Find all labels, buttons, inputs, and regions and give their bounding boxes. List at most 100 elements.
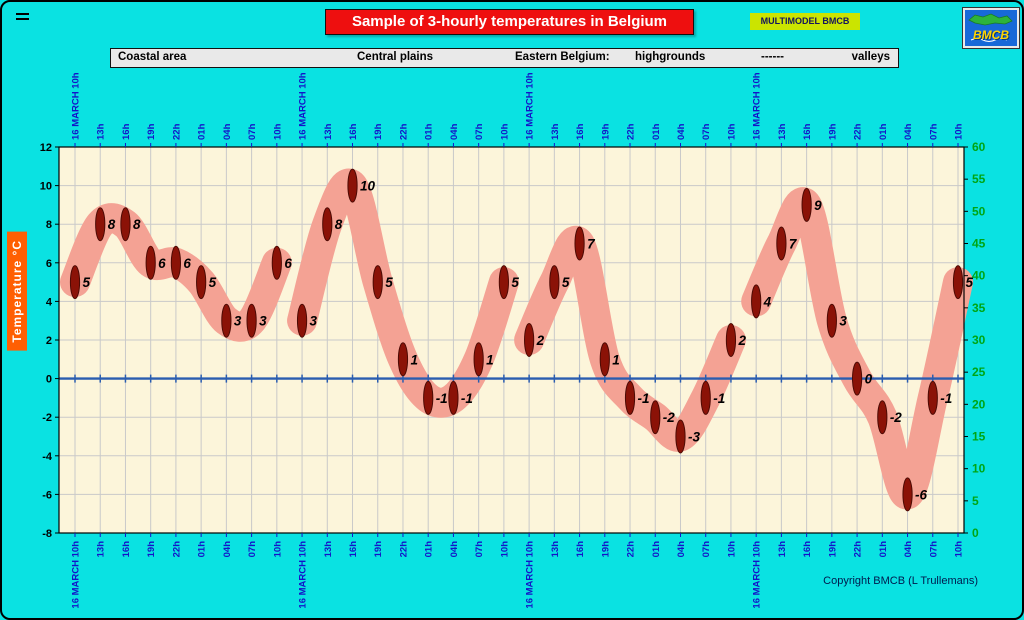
svg-text:2: 2 — [46, 335, 52, 347]
svg-text:16h: 16h — [121, 541, 132, 558]
svg-text:16 MARCH 10h: 16 MARCH 10h — [71, 72, 82, 140]
svg-text:01h: 01h — [878, 123, 889, 140]
temp-marker — [322, 207, 333, 242]
svg-text:19h: 19h — [373, 123, 384, 140]
temp-marker — [524, 323, 535, 357]
logo-map-icon — [968, 13, 1013, 42]
svg-text:60: 60 — [972, 140, 986, 154]
svg-text:04h: 04h — [676, 541, 687, 558]
value-label: -2 — [663, 410, 675, 425]
value-label: 6 — [183, 256, 191, 271]
svg-text:13h: 13h — [323, 123, 334, 140]
svg-text:25: 25 — [972, 365, 986, 379]
svg-text:16 MARCH 10h: 16 MARCH 10h — [752, 72, 763, 140]
svg-text:0: 0 — [46, 374, 52, 386]
svg-text:01h: 01h — [878, 541, 889, 558]
svg-text:30: 30 — [972, 333, 986, 347]
svg-text:16 MARCH 10h: 16 MARCH 10h — [525, 541, 536, 609]
temp-marker — [498, 265, 509, 300]
value-label: 2 — [536, 333, 545, 348]
svg-text:01h: 01h — [424, 541, 435, 558]
svg-text:13h: 13h — [550, 123, 561, 140]
value-label: 1 — [410, 352, 418, 367]
svg-text:16h: 16h — [575, 123, 586, 140]
value-label: 5 — [83, 275, 91, 290]
svg-text:16h: 16h — [348, 123, 359, 140]
svg-text:04h: 04h — [449, 123, 460, 140]
svg-text:10h: 10h — [499, 123, 510, 140]
svg-text:10h: 10h — [499, 541, 510, 558]
legend-eastern-belgium: Eastern Belgium: — [515, 51, 610, 63]
temp-marker — [877, 400, 888, 435]
value-label: 5 — [385, 275, 393, 290]
svg-text:10: 10 — [972, 462, 986, 476]
svg-text:04h: 04h — [676, 123, 687, 140]
svg-text:07h: 07h — [247, 123, 258, 140]
svg-text:04h: 04h — [903, 541, 914, 558]
value-label: 6 — [284, 256, 292, 271]
value-label: 8 — [335, 217, 343, 232]
svg-text:20: 20 — [972, 397, 986, 411]
value-label: -6 — [915, 487, 927, 502]
value-labels: 5 8 8 6 6 5 3 3 6 3 8 10 5 1 -1 -1 1 5 2 5 7 1 -1 -2 -3 -1 2 4 7 9 3 0 -… — [83, 179, 974, 503]
svg-text:16 MARCH 10h: 16 MARCH 10h — [298, 541, 309, 609]
value-label: 0 — [865, 372, 873, 387]
svg-text:4: 4 — [46, 296, 53, 308]
svg-text:07h: 07h — [247, 541, 258, 558]
svg-text:16 MARCH 10h: 16 MARCH 10h — [752, 541, 763, 609]
svg-text:10h: 10h — [272, 123, 283, 140]
svg-text:01h: 01h — [424, 123, 435, 140]
svg-text:01h: 01h — [197, 123, 208, 140]
svg-text:8: 8 — [46, 219, 52, 231]
temp-marker — [397, 342, 409, 377]
svg-text:0: 0 — [972, 526, 979, 540]
svg-text:50: 50 — [972, 204, 986, 218]
svg-text:22h: 22h — [853, 123, 864, 140]
y-axis-title: Temperature °C — [7, 232, 27, 351]
svg-text:16 MARCH 10h: 16 MARCH 10h — [71, 541, 82, 609]
svg-text:19h: 19h — [146, 541, 157, 558]
svg-text:04h: 04h — [222, 123, 233, 140]
svg-text:07h: 07h — [928, 541, 939, 558]
value-label: 5 — [209, 275, 217, 290]
svg-text:19h: 19h — [827, 123, 838, 140]
svg-text:16h: 16h — [121, 123, 132, 140]
svg-text:13h: 13h — [777, 123, 788, 140]
value-label: 3 — [259, 314, 267, 329]
svg-text:15: 15 — [972, 430, 986, 444]
svg-text:6: 6 — [46, 258, 52, 270]
value-label: 1 — [612, 352, 620, 367]
legend-valleys: valleys — [851, 51, 890, 63]
svg-text:07h: 07h — [474, 123, 485, 140]
value-label: -1 — [713, 391, 725, 406]
value-label: 5 — [562, 275, 570, 290]
svg-text:04h: 04h — [903, 123, 914, 140]
value-label: 7 — [789, 237, 798, 252]
value-label: 3 — [310, 314, 318, 329]
value-label: 5 — [511, 275, 519, 290]
temp-marker — [196, 265, 207, 300]
value-label: 8 — [108, 217, 116, 232]
logo-text: BMCB — [973, 28, 1009, 42]
temp-marker — [927, 380, 938, 415]
corner-mark — [16, 13, 29, 20]
temp-marker — [120, 207, 131, 242]
svg-text:07h: 07h — [701, 541, 712, 558]
value-label: 2 — [737, 333, 746, 348]
svg-text:07h: 07h — [928, 123, 939, 140]
value-label: 5 — [966, 275, 974, 290]
svg-text:-6: -6 — [42, 489, 52, 501]
temp-marker — [473, 342, 484, 377]
svg-text:5: 5 — [972, 494, 979, 508]
svg-text:-2: -2 — [42, 412, 52, 424]
value-label: 9 — [814, 198, 822, 213]
svg-text:45: 45 — [972, 237, 986, 251]
value-label: 10 — [360, 179, 376, 194]
temp-marker — [95, 207, 106, 242]
temp-marker — [549, 265, 560, 300]
chart-title: Sample of 3-hourly temperatures in Belgi… — [325, 9, 694, 35]
svg-text:22h: 22h — [626, 541, 637, 558]
value-label: -1 — [638, 391, 650, 406]
temp-marker — [372, 265, 383, 300]
svg-text:35: 35 — [972, 301, 986, 315]
